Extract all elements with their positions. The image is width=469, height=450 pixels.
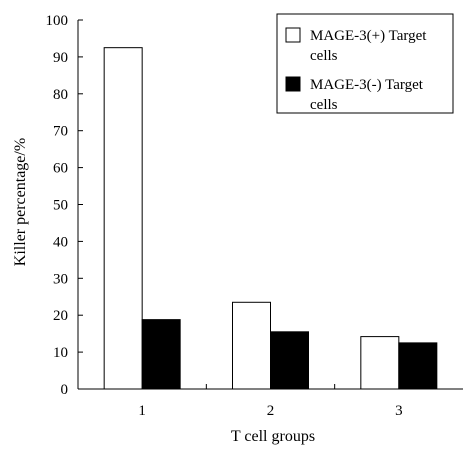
y-tick-label: 70 [53, 124, 68, 140]
legend-swatch-negative [285, 76, 301, 92]
legend-box [276, 13, 454, 114]
bar-positive-2 [232, 301, 271, 390]
legend-label-positive-line2: cells [310, 48, 338, 64]
legend-swatch-positive [285, 27, 301, 43]
x-axis-label: T cell groups [231, 428, 315, 445]
bar-negative-1 [141, 319, 181, 390]
x-tick-label: 1 [138, 403, 146, 419]
y-tick-label: 100 [46, 13, 69, 29]
axis-labels: Killer percentage/% T cell groups [12, 138, 315, 445]
y-tick-label: 40 [53, 234, 68, 250]
bar-positive-3 [360, 336, 400, 390]
legend-label-positive-line1: MAGE-3(+) Target [310, 28, 427, 44]
y-tick-label: 90 [53, 50, 68, 66]
y-tick-label: 0 [61, 382, 69, 398]
y-axis-label: Killer percentage/% [12, 138, 29, 266]
legend-label-negative-line2: cells [310, 97, 338, 113]
bar-negative-2 [270, 331, 309, 390]
axes: 0 10 20 30 40 50 60 70 80 90 100 1 2 3 [46, 13, 463, 419]
y-tick-label: 10 [53, 345, 68, 361]
bar-negative-3 [398, 342, 438, 390]
y-tick-label: 30 [53, 271, 68, 287]
legend: MAGE-3(+) Target cells MAGE-3(-) Target … [276, 13, 454, 114]
legend-label-negative-line1: MAGE-3(-) Target [310, 77, 424, 93]
y-tick-label: 60 [53, 161, 68, 177]
x-tick-label: 3 [395, 403, 403, 419]
bars [103, 47, 438, 390]
y-tick-label: 50 [53, 198, 68, 214]
x-tick-label: 2 [267, 403, 275, 419]
y-tick-label: 20 [53, 308, 68, 324]
bar-positive-1 [103, 47, 143, 390]
y-tick-label: 80 [53, 87, 68, 103]
